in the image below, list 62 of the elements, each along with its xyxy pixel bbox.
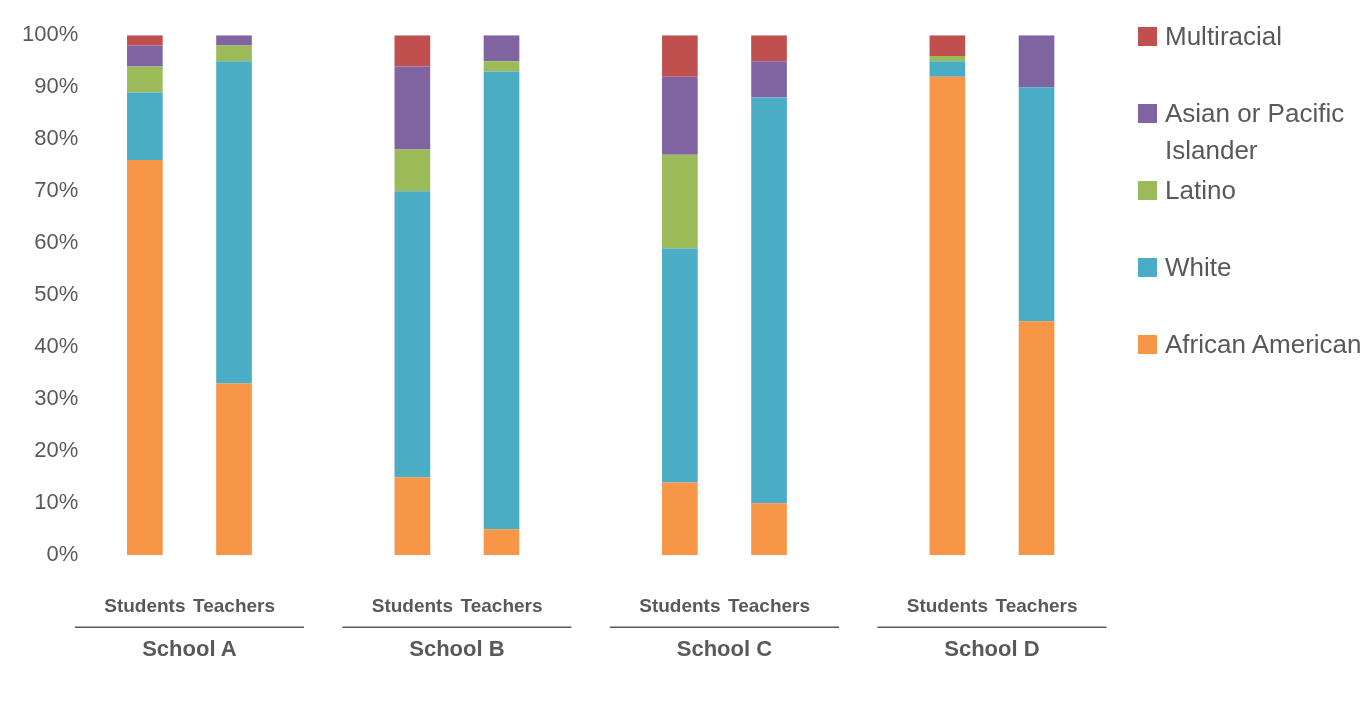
bar xyxy=(216,35,252,46)
x-tick-label: Teachers xyxy=(728,594,811,616)
y-tick-label: 70% xyxy=(34,177,79,203)
y-tick-label: 40% xyxy=(34,333,79,359)
bar xyxy=(1018,321,1055,556)
bar xyxy=(216,61,252,384)
bar xyxy=(751,503,787,556)
bar xyxy=(483,61,520,72)
bar xyxy=(394,477,431,556)
y-tick-label: 20% xyxy=(34,437,79,463)
bar xyxy=(483,529,520,556)
bar xyxy=(929,56,966,62)
y-tick-label: 80% xyxy=(34,125,79,151)
bar xyxy=(394,66,431,150)
y-tick-label: 100% xyxy=(21,21,79,47)
text: School D xyxy=(944,636,1040,662)
x-tick-label: Teachers xyxy=(995,594,1078,616)
bar xyxy=(216,383,252,556)
bar xyxy=(929,76,966,556)
bar xyxy=(127,92,163,160)
bar xyxy=(127,35,163,46)
y-tick-label: 0% xyxy=(46,541,79,567)
y-tick-label: 10% xyxy=(34,489,79,515)
bar xyxy=(751,35,787,62)
bar xyxy=(929,35,966,56)
bar xyxy=(1018,35,1055,88)
bar xyxy=(929,61,966,77)
x-tick-label: Teachers xyxy=(193,594,276,616)
bar xyxy=(751,97,787,504)
bar xyxy=(127,160,163,556)
y-tick-label: 30% xyxy=(34,385,79,411)
x-tick-label: Students xyxy=(906,594,988,616)
text: School A xyxy=(142,636,237,662)
bar xyxy=(394,149,431,192)
bar xyxy=(662,76,698,155)
legend-label: Multiracial xyxy=(1165,20,1283,53)
x-tick-label: Students xyxy=(104,594,186,616)
x-tick-label: Students xyxy=(639,594,721,616)
bar xyxy=(1018,87,1055,322)
bar xyxy=(662,482,698,556)
bar xyxy=(483,71,520,530)
bar xyxy=(216,45,252,62)
x-tick-label: Teachers xyxy=(460,594,543,616)
bar xyxy=(394,35,431,67)
bar xyxy=(483,35,520,62)
legend-label: African American xyxy=(1165,328,1362,361)
legend-label: Asian or Pacific Islander xyxy=(1165,97,1346,167)
legend-label: White xyxy=(1165,251,1232,284)
bar xyxy=(127,45,163,67)
y-tick-label: 50% xyxy=(34,281,79,307)
y-tick-label: 90% xyxy=(34,73,79,99)
x-tick-label: Students xyxy=(371,594,453,616)
bar xyxy=(662,154,698,249)
bar xyxy=(662,248,698,483)
text: School C xyxy=(676,636,773,662)
y-tick-label: 60% xyxy=(34,229,79,255)
bar xyxy=(751,61,787,98)
bar xyxy=(662,35,698,77)
text: School B xyxy=(409,636,505,662)
bar xyxy=(394,191,431,478)
legend-label: Latino xyxy=(1165,174,1236,207)
bar xyxy=(127,66,163,93)
